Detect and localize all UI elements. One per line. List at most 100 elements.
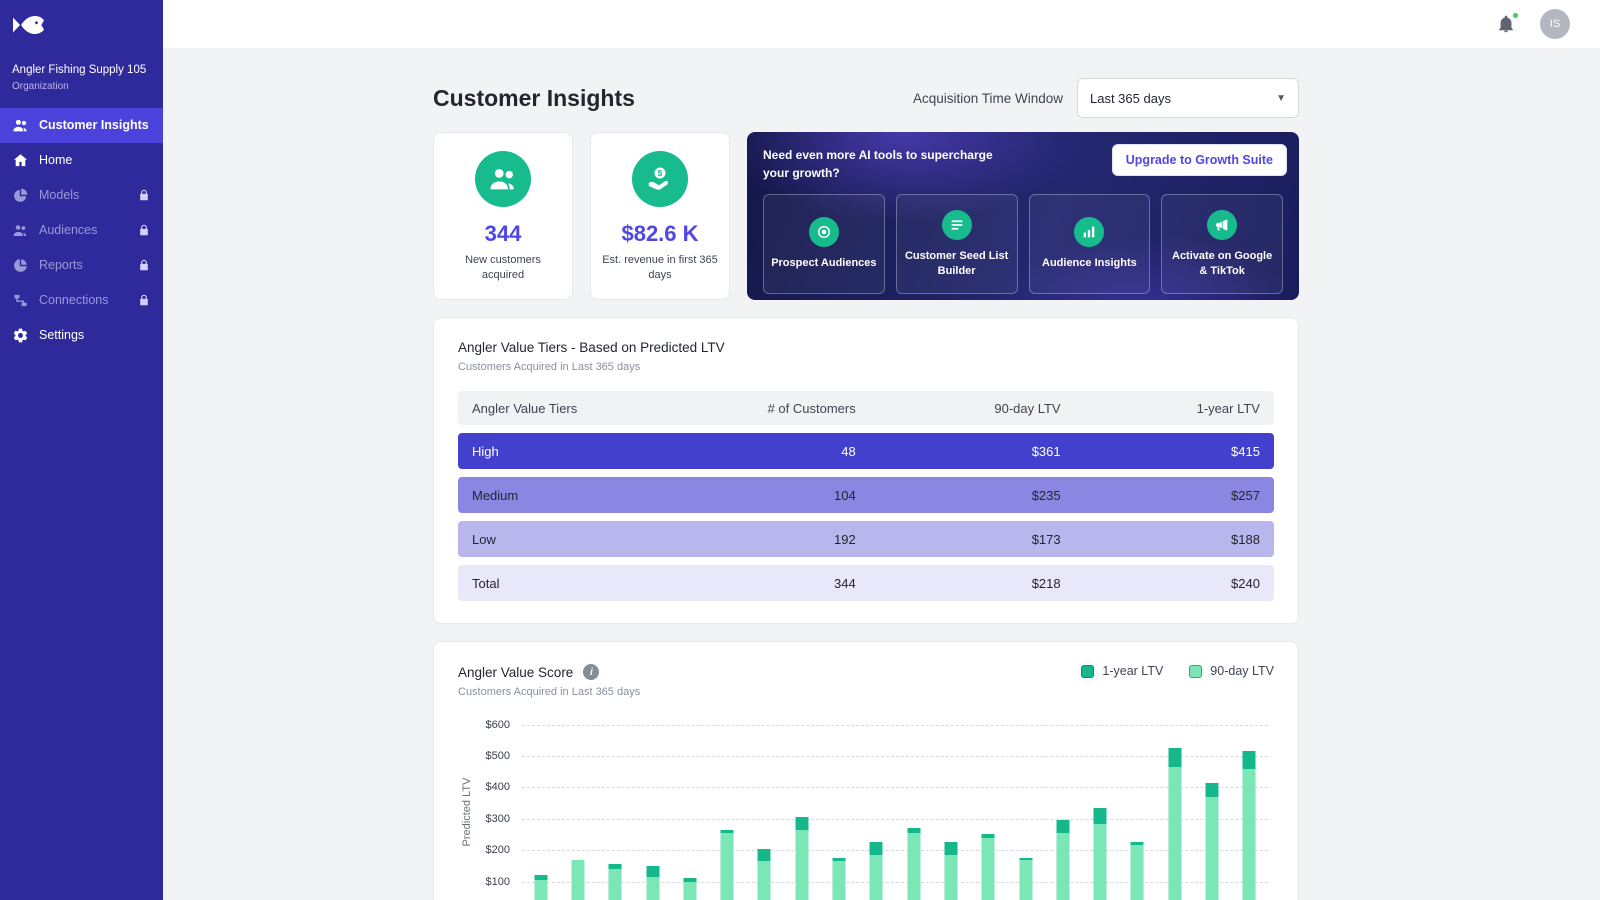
tile-label: Audience Insights <box>1042 257 1137 270</box>
notification-dot <box>1512 12 1519 19</box>
upgrade-button[interactable]: Upgrade to Growth Suite <box>1111 144 1287 176</box>
upsell-tile-prospect-audiences[interactable]: Prospect Audiences <box>763 194 885 294</box>
table-cell: $218 <box>1031 575 1061 591</box>
ltv-bar <box>944 842 958 900</box>
table-cell: $361 <box>1031 443 1061 459</box>
upsell-tile-activate-on-google-tiktok[interactable]: Activate on Google & TikTok <box>1161 194 1283 294</box>
table-cell: Low <box>472 531 496 547</box>
ltv-bar <box>1093 807 1107 900</box>
time-window-control: Acquisition Time Window Last 365 days ▼ <box>913 78 1299 118</box>
sidebar-item-models[interactable]: Models <box>0 178 163 213</box>
ltv-bar <box>1056 820 1070 900</box>
topbar: IS <box>163 0 1600 48</box>
table-row-medium: Medium 104 $235 $257 <box>458 477 1274 513</box>
page-title: Customer Insights <box>433 84 635 111</box>
ltv-bar-cap <box>1093 807 1107 824</box>
y-axis-tick: $200 <box>485 844 510 857</box>
upsell-panel: Need even more AI tools to supercharge y… <box>747 132 1299 300</box>
ltv-bar <box>1130 842 1144 900</box>
info-icon[interactable]: i <box>583 664 600 680</box>
column-header: Angler Value Tiers <box>472 400 578 416</box>
table-cell: $188 <box>1231 531 1260 547</box>
users-icon <box>475 151 531 207</box>
lock-icon <box>137 223 151 237</box>
gridline <box>522 881 1268 883</box>
ltv-bar <box>571 859 585 900</box>
value-score-card: Angler Value Score i Customers Acquired … <box>433 641 1299 900</box>
notifications-bell-icon[interactable] <box>1496 12 1519 34</box>
content-area: Customer Insights Acquisition Time Windo… <box>163 48 1600 900</box>
table-cell: High <box>472 443 499 459</box>
upsell-tile-customer-seed-list-builder[interactable]: Customer Seed List Builder <box>895 194 1018 294</box>
home-icon <box>12 152 29 169</box>
audiences-icon <box>12 222 29 239</box>
ltv-bar-chart: Predicted LTV $100 $200 $300 $400 $500 $600 <box>458 712 1274 900</box>
stat-card: $ $82.6 K Est. revenue in first 365 days <box>590 132 730 300</box>
ltv-bar <box>1168 748 1182 900</box>
lock-icon <box>137 188 151 202</box>
ltv-bar-cap <box>795 817 809 830</box>
ltv-bar-cap <box>534 875 548 881</box>
sidebar-item-home[interactable]: Home <box>0 143 163 178</box>
sidebar-item-connections[interactable]: Connections <box>0 283 163 318</box>
table-cell: 48 <box>841 443 856 459</box>
value-tiers-table: Angler Value Tiers # of Customers 90-day L… <box>458 391 1274 601</box>
time-window-select[interactable]: Last 365 days ▼ <box>1077 78 1299 118</box>
sidebar-item-audiences[interactable]: Audiences <box>0 213 163 248</box>
organization-block: Angler Fishing Supply 105 Organization <box>0 45 163 108</box>
legend-item-1-year-ltv[interactable]: 1-year LTV <box>1081 664 1163 678</box>
ltv-bar-cap <box>1056 820 1070 833</box>
ltv-bar-cap <box>981 834 995 838</box>
y-axis-tick: $500 <box>485 749 510 762</box>
ltv-bar-cap <box>944 842 958 855</box>
sidebar-item-settings[interactable]: Settings <box>0 318 163 353</box>
table-cell: Total <box>472 575 500 591</box>
chart-legend: 1-year LTV 90-day LTV <box>1081 664 1274 678</box>
sidebar-item-reports[interactable]: Reports <box>0 248 163 283</box>
ltv-bar <box>1019 858 1033 900</box>
sidebar-item-label: Settings <box>39 328 85 343</box>
ltv-bar <box>869 842 883 900</box>
ltv-bar <box>907 828 921 900</box>
legend-swatch <box>1189 664 1203 678</box>
org-label: Organization <box>12 80 69 92</box>
y-axis-tick: $300 <box>485 812 510 825</box>
stat-value: 344 <box>484 221 522 246</box>
tile-label: Activate on Google & TikTok <box>1172 249 1273 277</box>
sidebar-item-label: Connections <box>39 293 109 308</box>
stats-row: 344 New customers acquired $ $82.6 K Est. re… <box>433 132 1299 300</box>
y-axis-tick: $600 <box>485 718 510 731</box>
legend-item-90-day-ltv[interactable]: 90-day LTV <box>1189 664 1274 678</box>
y-axis-tick: $100 <box>485 875 510 888</box>
main-area: IS Customer Insights Acquisition Time Wi… <box>163 0 1600 900</box>
legend-label: 1-year LTV <box>1102 664 1164 678</box>
app-logo-icon <box>0 0 46 45</box>
ltv-bar-cap <box>1168 748 1182 767</box>
gridline <box>522 724 1268 726</box>
upsell-tile-audience-insights[interactable]: Audience Insights <box>1028 194 1151 294</box>
models-icon <box>12 187 29 204</box>
table-cell: Medium <box>472 487 519 503</box>
gridline <box>522 818 1268 820</box>
table-cell: $257 <box>1231 487 1260 503</box>
sidebar-item-label: Home <box>39 153 73 168</box>
column-header: 1-year LTV <box>1196 400 1260 416</box>
gridline <box>522 787 1268 789</box>
users-icon <box>12 117 29 134</box>
sidebar-item-customer-insights[interactable]: Customer Insights <box>0 107 163 143</box>
ltv-bar <box>683 878 697 900</box>
table-header-row: Angler Value Tiers # of Customers 90-day L… <box>458 391 1274 425</box>
table-row-low: Low 192 $173 $188 <box>458 521 1274 557</box>
avatar[interactable]: IS <box>1540 9 1570 39</box>
sidebar-item-label: Audiences <box>39 223 98 238</box>
tile-label: Prospect Audiences <box>771 257 877 270</box>
hand-coin-icon: $ <box>632 151 688 207</box>
value-tiers-title: Angler Value Tiers - Based on Predicted … <box>458 340 725 355</box>
tile-label: Customer Seed List Builder <box>904 249 1009 277</box>
table-cell: $235 <box>1031 487 1061 503</box>
table-row-total: Total 344 $218 $240 <box>458 565 1274 601</box>
megaphone-icon <box>1207 209 1238 240</box>
sidebar-item-label: Customer Insights <box>39 118 149 133</box>
table-cell: 104 <box>834 487 856 503</box>
